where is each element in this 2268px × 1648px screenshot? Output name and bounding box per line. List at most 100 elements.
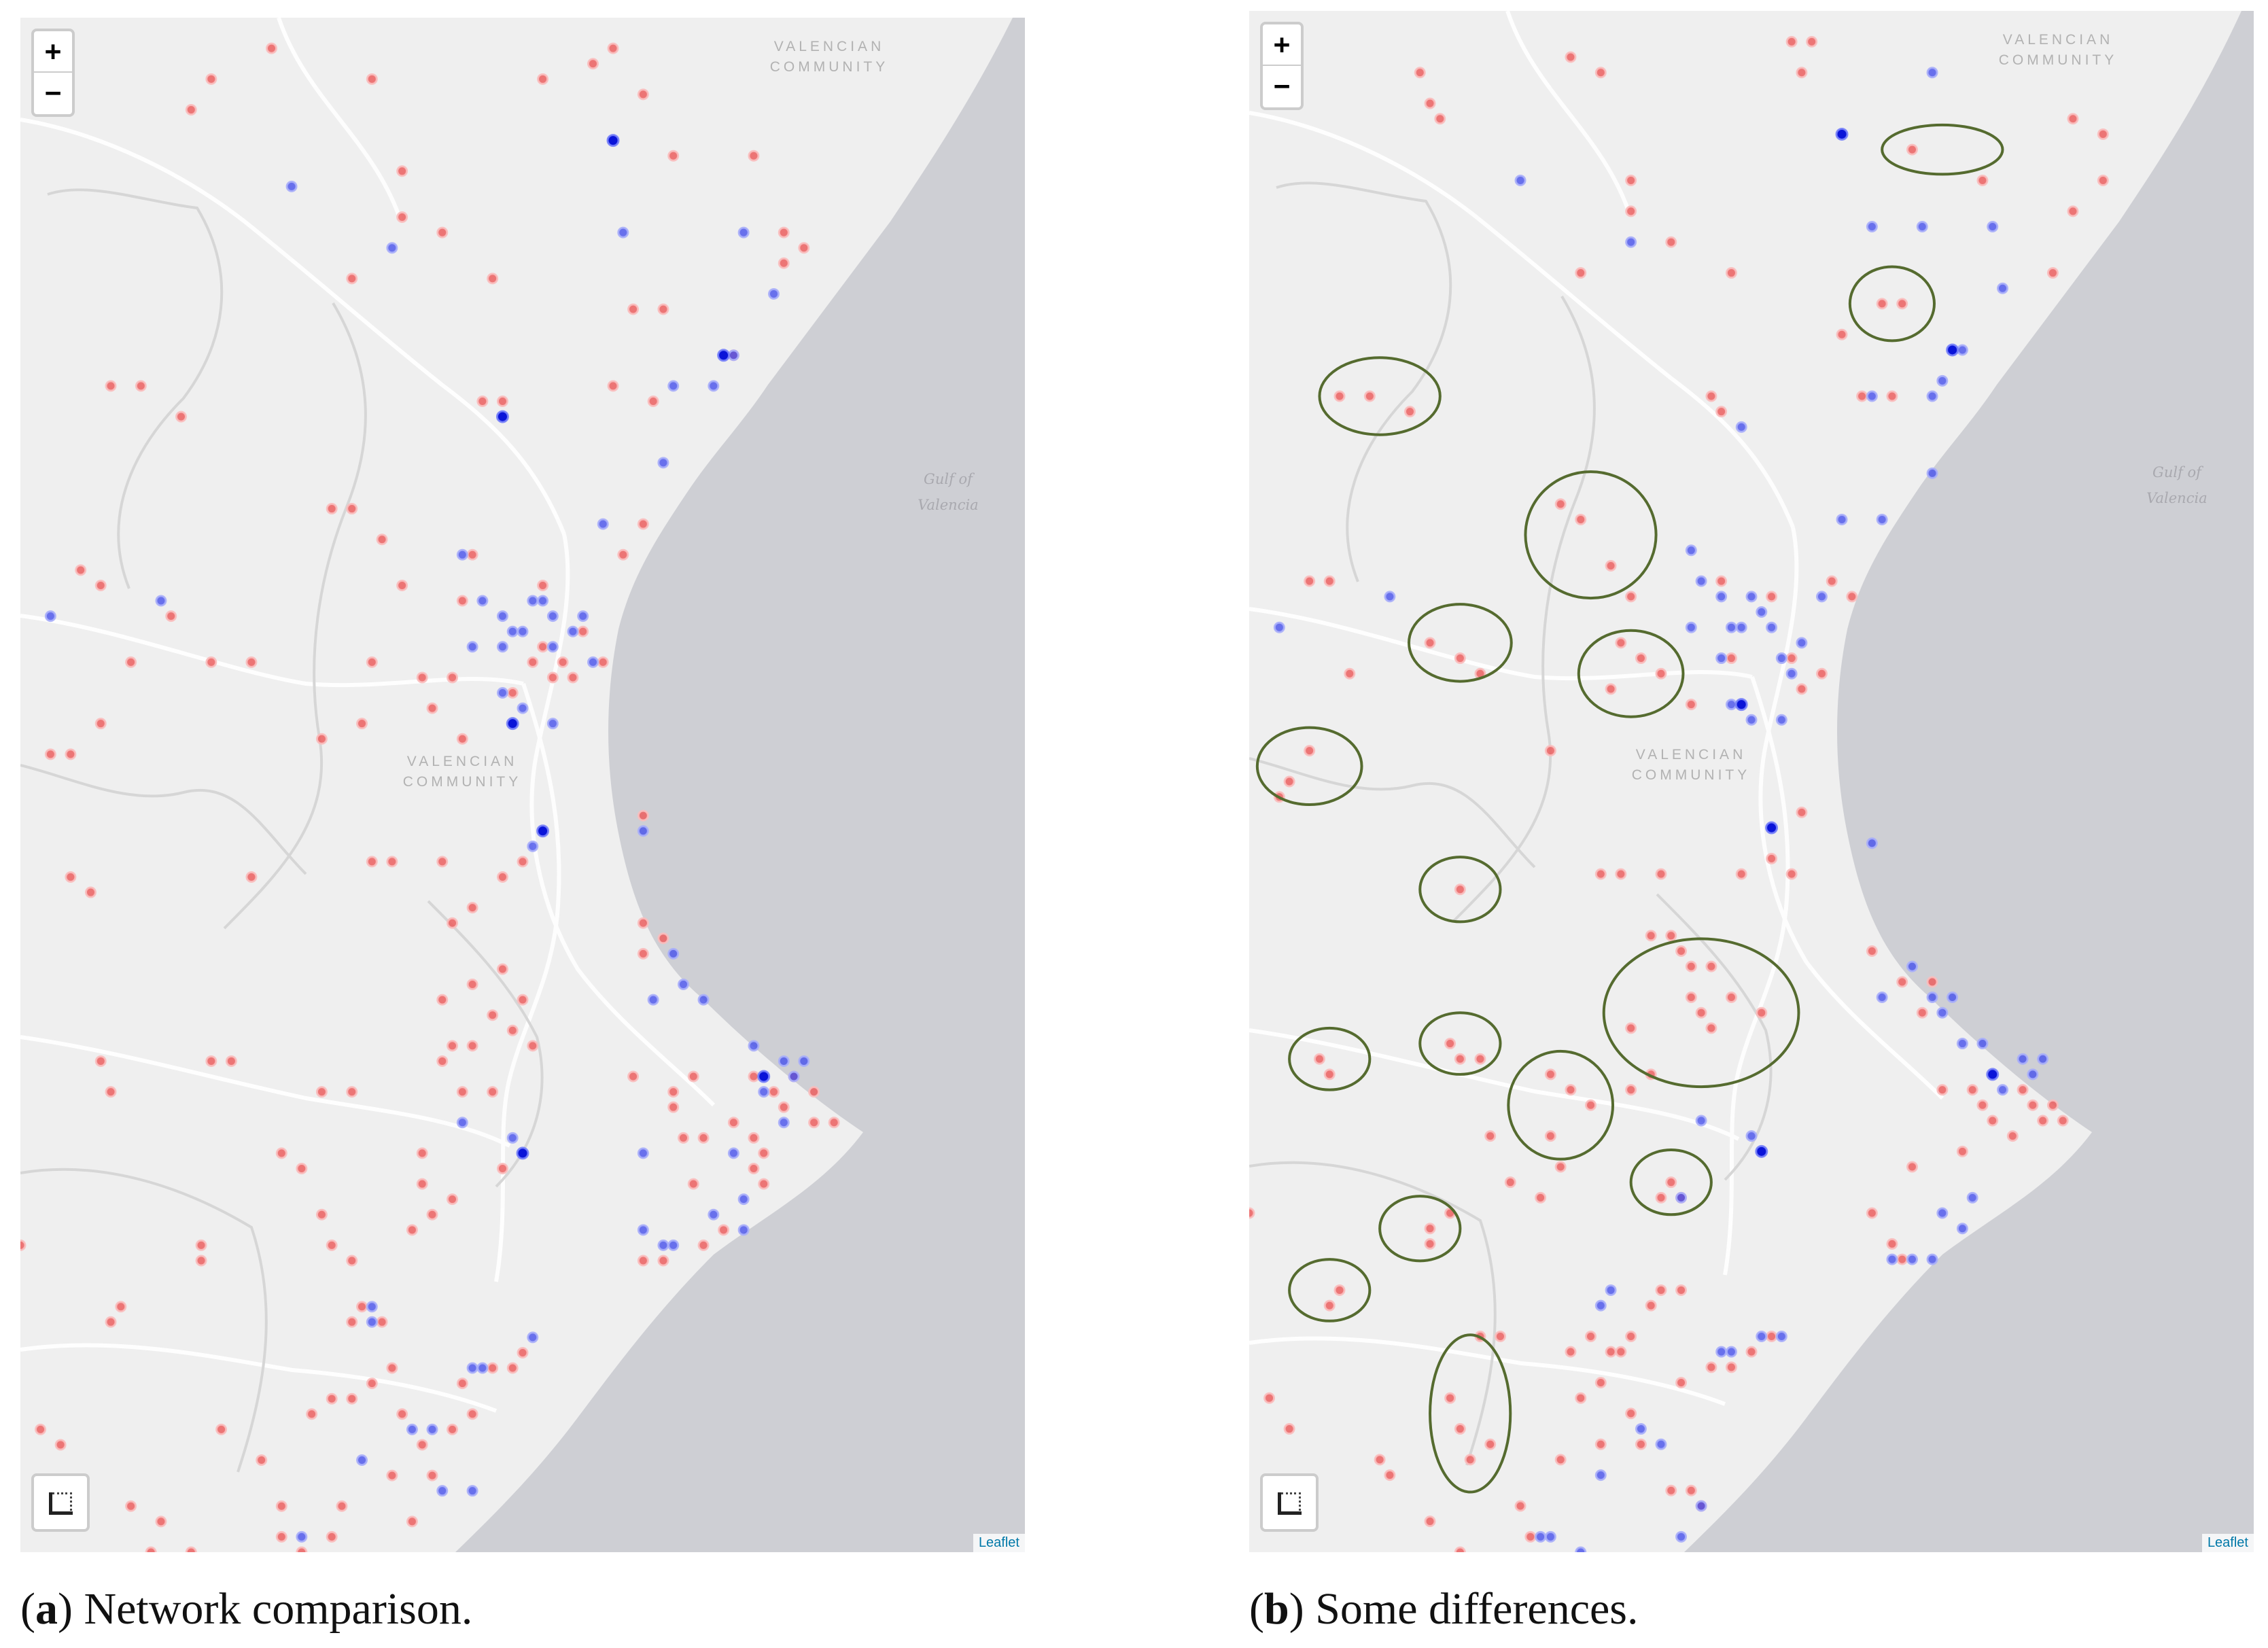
red-marker[interactable]	[225, 1055, 237, 1067]
blue-marker[interactable]	[1866, 221, 1878, 233]
red-marker[interactable]	[275, 1530, 287, 1543]
blue-marker[interactable]	[1947, 992, 1959, 1004]
red-marker[interactable]	[416, 671, 428, 684]
red-marker[interactable]	[506, 1024, 519, 1036]
red-marker[interactable]	[1575, 267, 1587, 279]
red-marker[interactable]	[125, 1500, 137, 1512]
red-marker[interactable]	[1424, 637, 1436, 649]
blue-marker[interactable]	[1866, 837, 1878, 849]
red-marker[interactable]	[2027, 1099, 2039, 1111]
red-marker[interactable]	[406, 1224, 418, 1236]
blue-marker[interactable]	[285, 180, 298, 192]
red-marker[interactable]	[667, 150, 680, 162]
red-marker[interactable]	[1585, 1099, 1597, 1111]
red-marker[interactable]	[778, 257, 790, 269]
red-marker[interactable]	[205, 1055, 217, 1067]
red-marker[interactable]	[1886, 390, 1898, 402]
red-marker[interactable]	[537, 579, 549, 591]
red-marker[interactable]	[758, 1147, 770, 1159]
red-marker[interactable]	[1554, 498, 1567, 510]
blue-marker[interactable]	[778, 1117, 790, 1129]
red-marker[interactable]	[466, 1408, 478, 1420]
red-marker[interactable]	[517, 856, 529, 868]
red-marker[interactable]	[687, 1070, 699, 1083]
dark-blue-marker[interactable]	[1765, 821, 1779, 835]
blue-marker[interactable]	[517, 625, 529, 637]
red-marker[interactable]	[758, 1178, 770, 1190]
red-marker[interactable]	[1685, 699, 1697, 711]
blue-marker[interactable]	[1575, 1546, 1587, 1552]
map-panel-b[interactable]: VALENCIAN COMMUNITY VALENCIAN COMMUNITY …	[1249, 11, 2254, 1552]
blue-marker[interactable]	[617, 226, 629, 239]
red-marker[interactable]	[748, 1070, 760, 1083]
red-marker[interactable]	[1454, 652, 1466, 665]
red-marker[interactable]	[105, 1316, 117, 1328]
blue-marker[interactable]	[1625, 236, 1637, 248]
blue-marker[interactable]	[366, 1316, 378, 1328]
red-marker[interactable]	[406, 1515, 418, 1528]
red-marker[interactable]	[1454, 1053, 1466, 1065]
red-marker[interactable]	[256, 1454, 268, 1467]
red-marker[interactable]	[587, 58, 599, 70]
red-marker[interactable]	[537, 73, 549, 85]
blue-marker[interactable]	[1685, 544, 1697, 557]
blue-marker[interactable]	[667, 947, 680, 960]
blue-marker[interactable]	[1987, 221, 1999, 233]
red-marker[interactable]	[376, 533, 388, 546]
red-marker[interactable]	[1876, 298, 1888, 310]
red-marker[interactable]	[84, 886, 97, 898]
red-marker[interactable]	[1615, 868, 1627, 880]
red-marker[interactable]	[1323, 1299, 1336, 1312]
blue-marker[interactable]	[1956, 1223, 1968, 1235]
red-marker[interactable]	[687, 1178, 699, 1190]
red-marker[interactable]	[1544, 1130, 1556, 1142]
red-marker[interactable]	[1956, 1145, 1968, 1157]
red-marker[interactable]	[1565, 1084, 1577, 1096]
red-marker[interactable]	[1565, 1346, 1577, 1358]
red-marker[interactable]	[567, 671, 579, 684]
red-marker[interactable]	[496, 396, 508, 407]
blue-marker[interactable]	[1735, 621, 1747, 633]
blue-marker[interactable]	[1926, 467, 1938, 479]
red-marker[interactable]	[1635, 652, 1647, 665]
red-marker[interactable]	[748, 150, 760, 162]
red-marker[interactable]	[637, 1255, 649, 1267]
red-marker[interactable]	[1685, 960, 1697, 972]
red-marker[interactable]	[1514, 1500, 1526, 1512]
red-marker[interactable]	[1966, 1084, 1978, 1096]
blue-marker[interactable]	[1997, 1084, 2008, 1096]
red-marker[interactable]	[1756, 1006, 1768, 1019]
red-marker[interactable]	[386, 856, 398, 868]
red-marker[interactable]	[1926, 976, 1938, 988]
red-marker[interactable]	[657, 932, 669, 945]
red-marker[interactable]	[1645, 930, 1657, 942]
red-marker[interactable]	[165, 610, 177, 623]
red-marker[interactable]	[326, 1392, 338, 1405]
red-marker[interactable]	[1695, 1006, 1707, 1019]
blue-marker[interactable]	[406, 1423, 418, 1435]
red-marker[interactable]	[1544, 745, 1556, 757]
blue-marker[interactable]	[587, 656, 599, 668]
red-marker[interactable]	[1725, 1361, 1737, 1373]
zoom-in-button[interactable]: +	[1263, 24, 1301, 66]
blue-marker[interactable]	[506, 625, 519, 637]
blue-marker[interactable]	[537, 595, 549, 607]
red-marker[interactable]	[1886, 1238, 1898, 1250]
red-marker[interactable]	[1304, 575, 1316, 587]
blue-marker[interactable]	[527, 1331, 539, 1344]
red-marker[interactable]	[1625, 591, 1637, 603]
red-marker[interactable]	[185, 103, 197, 116]
red-marker[interactable]	[20, 1239, 27, 1251]
blue-marker[interactable]	[1384, 591, 1396, 603]
blue-marker[interactable]	[1745, 714, 1758, 726]
red-marker[interactable]	[1665, 930, 1677, 942]
red-marker[interactable]	[1464, 1454, 1476, 1466]
blue-marker[interactable]	[296, 1530, 308, 1543]
red-marker[interactable]	[426, 1469, 438, 1482]
red-marker[interactable]	[1665, 1484, 1677, 1496]
blue-marker[interactable]	[386, 242, 398, 254]
red-marker[interactable]	[1685, 992, 1697, 1004]
blue-marker[interactable]	[778, 1055, 790, 1067]
blue-marker[interactable]	[546, 718, 559, 730]
red-marker[interactable]	[65, 748, 77, 760]
